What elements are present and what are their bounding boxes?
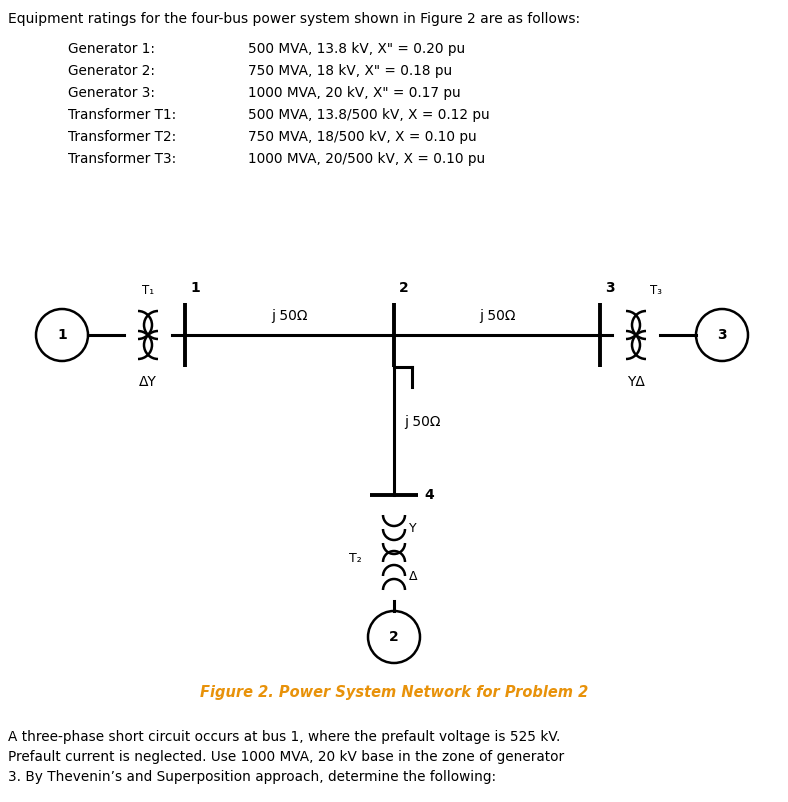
Text: 1: 1 [190, 281, 199, 295]
Text: 3: 3 [717, 328, 727, 342]
Text: 1000 MVA, 20/500 kV, X = 0.10 pu: 1000 MVA, 20/500 kV, X = 0.10 pu [248, 152, 485, 166]
Text: 750 MVA, 18 kV, X" = 0.18 pu: 750 MVA, 18 kV, X" = 0.18 pu [248, 64, 452, 78]
Text: Generator 2:: Generator 2: [68, 64, 155, 78]
Text: 500 MVA, 13.8/500 kV, X = 0.12 pu: 500 MVA, 13.8/500 kV, X = 0.12 pu [248, 108, 489, 122]
Text: 750 MVA, 18/500 kV, X = 0.10 pu: 750 MVA, 18/500 kV, X = 0.10 pu [248, 130, 477, 144]
Text: j 50Ω: j 50Ω [404, 415, 440, 429]
Text: 1: 1 [57, 328, 67, 342]
Text: 1000 MVA, 20 kV, X" = 0.17 pu: 1000 MVA, 20 kV, X" = 0.17 pu [248, 86, 461, 100]
Text: T₃: T₃ [650, 284, 662, 297]
Text: 3. By Thevenin’s and Superposition approach, determine the following:: 3. By Thevenin’s and Superposition appro… [8, 770, 496, 784]
Text: YΔ: YΔ [627, 375, 645, 389]
Text: 2: 2 [399, 281, 409, 295]
Text: j 50Ω: j 50Ω [479, 309, 515, 323]
Text: Transformer T1:: Transformer T1: [68, 108, 177, 122]
Text: 2: 2 [389, 630, 399, 644]
Text: Equipment ratings for the four-bus power system shown in Figure 2 are as follows: Equipment ratings for the four-bus power… [8, 12, 580, 26]
Text: Generator 3:: Generator 3: [68, 86, 155, 100]
Text: Prefault current is neglected. Use 1000 MVA, 20 kV base in the zone of generator: Prefault current is neglected. Use 1000 … [8, 750, 564, 764]
Text: Transformer T3:: Transformer T3: [68, 152, 177, 166]
Text: ΔY: ΔY [139, 375, 157, 389]
Text: 3: 3 [605, 281, 615, 295]
Text: A three-phase short circuit occurs at bus 1, where the prefault voltage is 525 k: A three-phase short circuit occurs at bu… [8, 730, 560, 744]
Text: Transformer T2:: Transformer T2: [68, 130, 177, 144]
Text: T₁: T₁ [142, 284, 154, 297]
Text: 4: 4 [424, 488, 433, 502]
Text: T₂: T₂ [349, 552, 362, 565]
Text: Y: Y [409, 522, 417, 536]
Text: j 50Ω: j 50Ω [271, 309, 308, 323]
Text: Figure 2. Power System Network for Problem 2: Figure 2. Power System Network for Probl… [200, 685, 588, 700]
Text: Generator 1:: Generator 1: [68, 42, 155, 56]
Text: 500 MVA, 13.8 kV, X" = 0.20 pu: 500 MVA, 13.8 kV, X" = 0.20 pu [248, 42, 465, 56]
Text: Δ: Δ [409, 569, 418, 582]
